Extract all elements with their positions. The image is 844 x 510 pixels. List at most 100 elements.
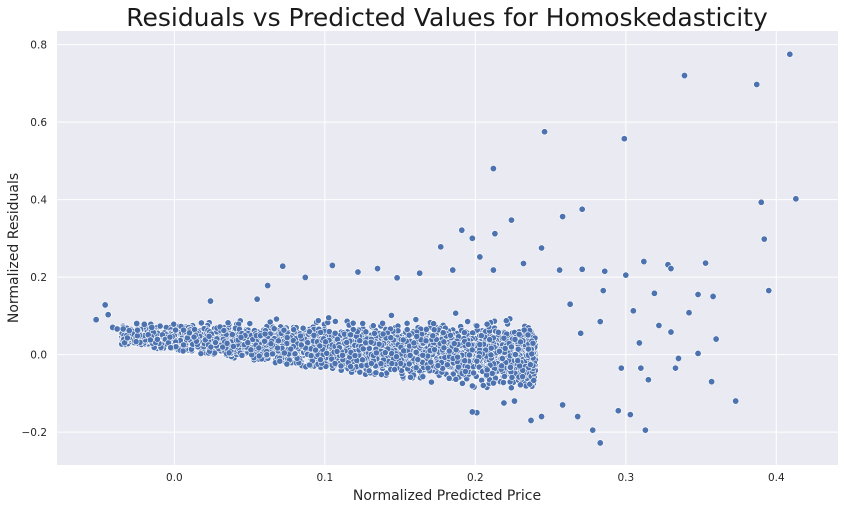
data-point (530, 376, 538, 384)
data-point (410, 339, 418, 347)
data-point (596, 318, 604, 326)
data-point (179, 347, 187, 355)
data-point (641, 426, 649, 434)
data-point (507, 216, 515, 224)
data-point (264, 282, 272, 290)
data-point (253, 295, 261, 303)
data-point (133, 332, 141, 340)
data-point (391, 366, 399, 373)
data-point (524, 331, 532, 339)
data-point (470, 369, 477, 377)
data-point (674, 354, 682, 362)
data-point (393, 274, 401, 282)
data-point (331, 318, 339, 325)
data-point (388, 311, 395, 319)
data-point (261, 330, 269, 338)
data-point (388, 360, 396, 367)
data-point (206, 297, 214, 305)
data-point (148, 323, 156, 331)
data-point (347, 363, 355, 370)
data-point (483, 320, 491, 328)
data-point (379, 319, 386, 327)
data-point (269, 350, 276, 358)
data-point (424, 364, 432, 372)
data-point (416, 269, 424, 277)
data-point (556, 266, 564, 274)
data-point (626, 411, 634, 419)
data-point (372, 349, 380, 357)
points (92, 50, 800, 447)
data-point (322, 338, 329, 346)
y-tick-label: 0.4 (30, 195, 47, 207)
data-point (500, 379, 507, 386)
data-point (640, 258, 648, 266)
data-point (238, 351, 246, 359)
data-point (306, 361, 313, 369)
data-point (316, 342, 324, 350)
data-point (489, 165, 497, 173)
data-point (541, 128, 549, 136)
data-point (207, 343, 215, 351)
data-point (280, 326, 288, 334)
data-point (212, 339, 219, 346)
data-point (134, 326, 141, 334)
data-point (246, 320, 254, 327)
data-point (276, 357, 284, 365)
data-point (486, 336, 494, 343)
data-point (186, 329, 193, 337)
data-point (419, 373, 427, 381)
data-point (273, 315, 280, 323)
data-point (517, 338, 524, 346)
data-point (464, 318, 472, 325)
data-point (267, 340, 275, 348)
data-point (528, 350, 536, 358)
y-tick-label: 0.0 (30, 350, 47, 362)
data-point (333, 348, 341, 355)
data-point (104, 311, 112, 319)
data-point (667, 328, 675, 336)
data-point (225, 349, 233, 357)
data-point (367, 338, 375, 346)
x-tick-label: 0.0 (166, 472, 183, 484)
data-point (514, 345, 522, 353)
data-point (365, 367, 373, 375)
data-point (412, 316, 420, 323)
data-point (297, 332, 304, 340)
data-point (578, 265, 586, 273)
data-point (507, 363, 514, 371)
data-point (172, 326, 179, 334)
data-point (526, 361, 534, 369)
data-point (495, 347, 503, 355)
data-point (125, 327, 133, 335)
data-point (507, 384, 515, 392)
data-point (508, 373, 516, 381)
data-point (400, 347, 408, 355)
data-point (266, 318, 274, 326)
data-point (574, 413, 582, 421)
data-point (466, 351, 473, 359)
data-point (445, 374, 453, 382)
data-point (440, 338, 448, 346)
data-point (578, 205, 586, 213)
data-point (429, 332, 437, 340)
data-point (447, 331, 454, 339)
data-point (637, 364, 645, 372)
data-point (351, 352, 359, 359)
data-point (387, 334, 395, 342)
data-point (510, 397, 518, 405)
data-point (468, 234, 476, 242)
data-point (437, 243, 445, 251)
data-point (403, 326, 411, 333)
data-point (589, 426, 597, 434)
data-point (476, 253, 484, 261)
data-point (205, 332, 213, 340)
data-point (369, 322, 377, 330)
data-point (501, 344, 509, 352)
data-point (247, 346, 255, 354)
data-point (220, 327, 228, 334)
data-point (519, 259, 527, 267)
data-point (519, 373, 526, 381)
data-point (405, 331, 413, 339)
data-point (132, 338, 140, 346)
data-point (101, 301, 109, 309)
